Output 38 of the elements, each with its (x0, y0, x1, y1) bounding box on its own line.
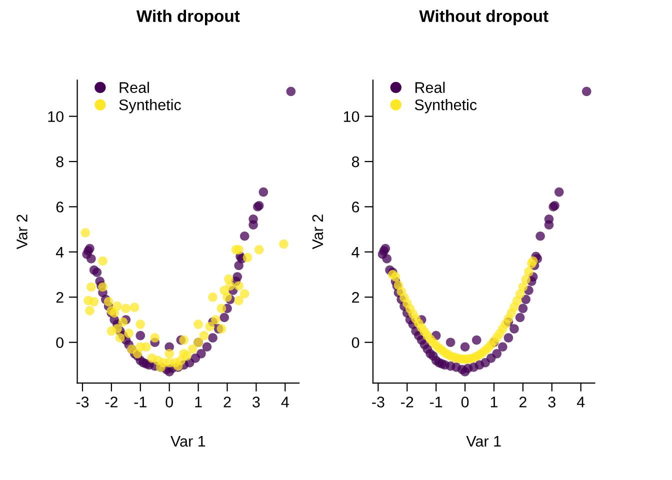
y-tick-label: 2 (56, 292, 64, 303)
x-tick-label: 1 (195, 396, 202, 408)
x-tick-label: 4 (281, 396, 289, 408)
legend-label: Real (415, 82, 445, 93)
y-tick-label: 6 (352, 202, 360, 212)
y-tick-label: 6 (56, 202, 64, 212)
x-tick-label: 3 (252, 396, 260, 408)
legend-label: Synthetic (414, 99, 477, 114)
y-tick-label: 10 (48, 111, 64, 122)
x-tick-label: 3 (548, 396, 556, 408)
y-tick-label: 8 (56, 156, 64, 168)
y-tick-label: 0 (56, 337, 64, 348)
x-tick-label: -1 (430, 396, 442, 408)
x-tick-label: 2 (519, 396, 526, 408)
y-tick-label: 2 (352, 292, 359, 303)
y-tick-label: 8 (352, 156, 360, 168)
x-tick-label: 0 (166, 396, 173, 408)
x-tick-label: 4 (576, 396, 585, 408)
y-tick-label: 0 (352, 337, 360, 348)
y-tick-label: 4 (56, 246, 64, 258)
x-tick-label: 0 (461, 396, 469, 408)
x-tick-label: 2 (224, 396, 231, 408)
x-tick-label: -2 (401, 396, 414, 408)
chart-title: Without dropout (419, 10, 548, 26)
x-tick-label: 1 (490, 396, 498, 408)
y-tick-label: 4 (352, 246, 360, 258)
y-axis-title: Var 2 (16, 214, 28, 250)
x-axis-title: Var 1 (170, 436, 206, 447)
x-tick-label: -2 (105, 396, 118, 408)
x-axis-title: Var 1 (466, 436, 501, 447)
legend-label: Real (120, 82, 149, 93)
x-tick-label: -1 (134, 396, 146, 408)
y-axis-title: Var 2 (312, 214, 324, 250)
chart-title: With dropout (136, 10, 240, 26)
x-tick-label: -3 (372, 396, 384, 408)
legend-label: Synthetic (119, 99, 181, 114)
y-tick-label: 10 (344, 111, 360, 122)
x-tick-label: -3 (76, 396, 89, 408)
